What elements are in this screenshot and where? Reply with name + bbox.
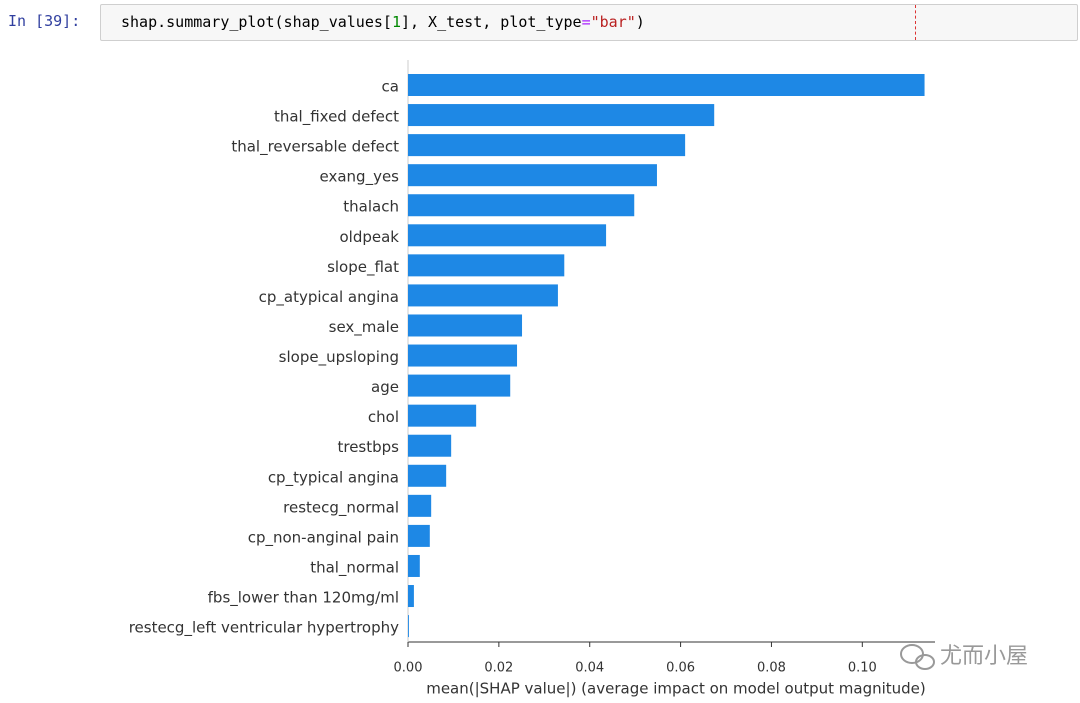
code-token: =: [581, 13, 591, 31]
y-tick-label: slope_upsloping: [279, 348, 399, 367]
code-token: ): [635, 13, 645, 31]
bar: [408, 284, 558, 307]
y-tick-label: oldpeak: [340, 228, 400, 246]
y-tick-label: cp_typical angina: [268, 468, 399, 487]
bar: [408, 134, 686, 157]
bar: [408, 374, 511, 397]
bar: [408, 464, 447, 487]
bar: [408, 164, 657, 187]
y-tick-label: trestbps: [337, 438, 399, 456]
bar: [408, 254, 565, 277]
x-tick-label: 0.04: [575, 661, 604, 676]
x-tick-label: 0.10: [848, 661, 877, 676]
watermark: 尤而小屋: [940, 644, 1028, 669]
code: shap.summary_plot(shap_values[1], X_test…: [121, 13, 645, 31]
y-tick-label: thal_normal: [310, 558, 399, 577]
bar: [408, 434, 452, 457]
y-tick-label: cp_atypical angina: [259, 288, 399, 307]
y-tick-label: thal_reversable defect: [231, 138, 399, 157]
y-tick-label: sex_male: [329, 318, 399, 337]
x-tick-label: 0.08: [757, 661, 786, 676]
bar: [408, 314, 523, 337]
y-tick-label: fbs_lower than 120mg/ml: [208, 589, 399, 608]
bar: [408, 104, 715, 127]
bar: [408, 404, 477, 427]
x-axis-label: mean(|SHAP value|) (average impact on mo…: [426, 680, 926, 698]
y-tick-label: thal_fixed defect: [274, 108, 399, 127]
bar: [408, 194, 635, 217]
y-tick-label: ca: [382, 78, 399, 96]
bar: [408, 554, 420, 577]
bar: [408, 344, 518, 367]
x-tick-label: 0.06: [666, 661, 695, 676]
bar: [408, 585, 414, 608]
bar: [408, 524, 430, 547]
y-tick-label: thalach: [343, 198, 399, 216]
bar: [408, 224, 607, 247]
code-token: "bar": [590, 13, 636, 31]
y-tick-label: cp_non-anginal pain: [248, 528, 399, 547]
y-tick-label: chol: [368, 408, 399, 426]
y-tick-label: exang_yes: [320, 168, 400, 187]
code-token: shap.summary_plot(shap_values[: [121, 13, 392, 31]
code-token: ], X_test, plot_type: [400, 13, 582, 31]
y-tick-label: age: [371, 378, 399, 396]
bar: [408, 615, 409, 638]
y-tick-label: restecg_normal: [283, 498, 399, 517]
watermark-icon: [900, 644, 935, 670]
bar: [408, 74, 925, 96]
y-tick-label: slope_flat: [327, 258, 399, 277]
code-token: 1: [391, 13, 401, 31]
code-cell[interactable]: shap.summary_plot(shap_values[1], X_test…: [100, 4, 1078, 41]
y-tick-label: restecg_left ventricular hypertrophy: [129, 619, 399, 638]
cell-prompt: In [39]:: [8, 12, 81, 30]
x-tick-label: 0.02: [484, 661, 513, 676]
bar: [408, 494, 432, 517]
ruler: [915, 5, 916, 40]
x-tick-label: 0.00: [394, 661, 423, 676]
